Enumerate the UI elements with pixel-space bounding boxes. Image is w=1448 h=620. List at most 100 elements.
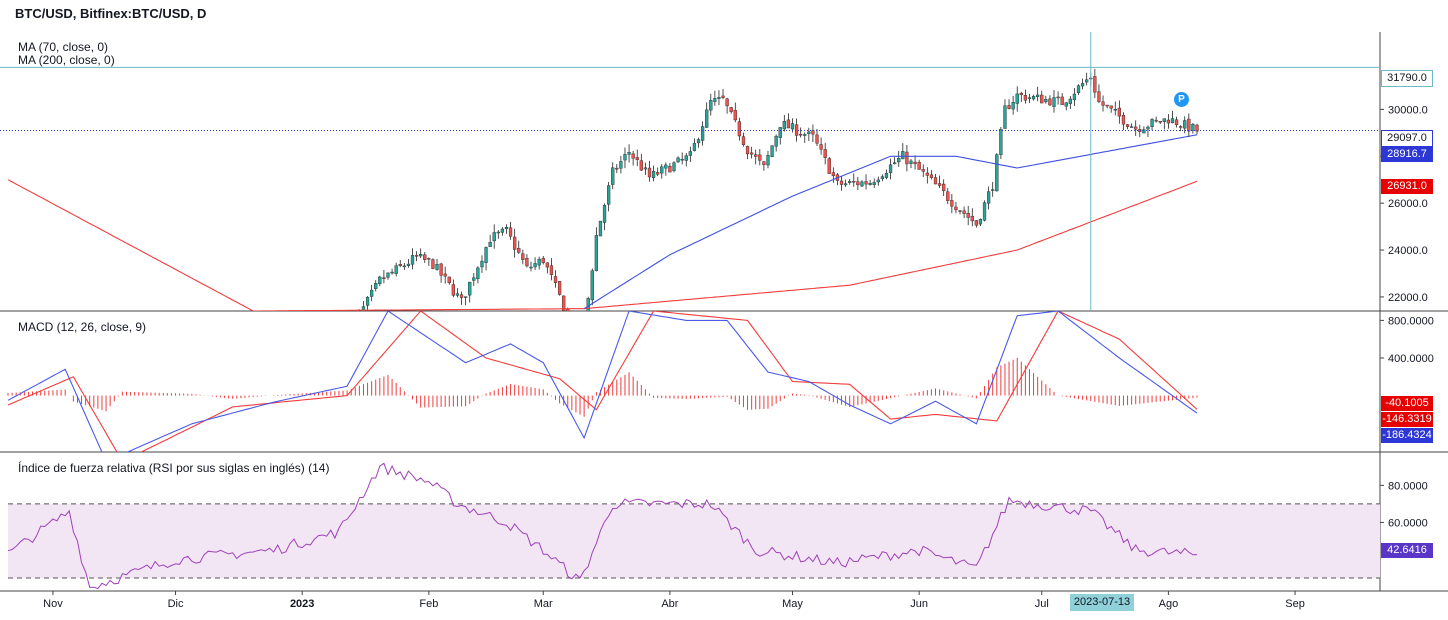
candle-body[interactable] bbox=[786, 119, 791, 129]
candle-body[interactable] bbox=[1179, 126, 1183, 128]
candle-body[interactable] bbox=[553, 276, 558, 283]
candle-body[interactable] bbox=[725, 98, 729, 107]
candle-body[interactable] bbox=[860, 181, 864, 187]
candle-body[interactable] bbox=[942, 183, 946, 192]
candle-body[interactable] bbox=[1109, 105, 1113, 109]
candle-body[interactable] bbox=[839, 180, 844, 185]
candle-body[interactable] bbox=[611, 167, 615, 185]
candle-body[interactable] bbox=[999, 129, 1003, 155]
candle-body[interactable] bbox=[1019, 92, 1023, 95]
candle-body[interactable] bbox=[598, 220, 603, 237]
candle-body[interactable] bbox=[1031, 95, 1036, 100]
candle-body[interactable] bbox=[745, 146, 750, 155]
candle-body[interactable] bbox=[819, 144, 823, 150]
candle-body[interactable] bbox=[354, 320, 357, 345]
candle-body[interactable] bbox=[913, 161, 917, 165]
candle-body[interactable] bbox=[766, 155, 770, 166]
candle-body[interactable] bbox=[1011, 102, 1015, 110]
candle-body[interactable] bbox=[398, 264, 402, 266]
candle-body[interactable] bbox=[880, 176, 885, 179]
candle-body[interactable] bbox=[1134, 126, 1138, 130]
candle-body[interactable] bbox=[1048, 98, 1052, 106]
marker-badge[interactable]: P bbox=[1174, 92, 1189, 107]
candle-body[interactable] bbox=[1187, 118, 1191, 132]
candle-body[interactable] bbox=[893, 162, 897, 164]
candle-body[interactable] bbox=[1027, 97, 1032, 99]
ma200-legend[interactable]: MA (200, close, 0) bbox=[18, 53, 115, 67]
candle-body[interactable] bbox=[799, 133, 803, 136]
candle-body[interactable] bbox=[1085, 79, 1089, 83]
candle-body[interactable] bbox=[917, 162, 921, 170]
candle-body[interactable] bbox=[488, 242, 492, 247]
candle-body[interactable] bbox=[1080, 83, 1085, 87]
candle-body[interactable] bbox=[1191, 124, 1195, 131]
candle-body[interactable] bbox=[737, 121, 742, 137]
candle-body[interactable] bbox=[1174, 119, 1179, 126]
candle-body[interactable] bbox=[1113, 109, 1117, 111]
candle-body[interactable] bbox=[382, 277, 386, 279]
candle-body[interactable] bbox=[427, 258, 431, 260]
candle-body[interactable] bbox=[1076, 85, 1081, 93]
candle-body[interactable] bbox=[705, 109, 709, 128]
candle-body[interactable] bbox=[966, 213, 970, 218]
candle-body[interactable] bbox=[1015, 93, 1019, 104]
candle-body[interactable] bbox=[827, 158, 831, 174]
candle-body[interactable] bbox=[962, 210, 966, 214]
candle-body[interactable] bbox=[1040, 94, 1044, 104]
candle-body[interactable] bbox=[541, 258, 545, 263]
candle-body[interactable] bbox=[848, 181, 852, 183]
ma200-line[interactable] bbox=[7, 179, 1198, 311]
candle-body[interactable] bbox=[346, 370, 349, 377]
candle-body[interactable] bbox=[627, 152, 631, 155]
candle-body[interactable] bbox=[1146, 126, 1150, 130]
candle-body[interactable] bbox=[566, 308, 570, 314]
candle-body[interactable] bbox=[468, 281, 472, 296]
rsi-legend[interactable]: Índice de fuerza relativa (RSI por sus s… bbox=[18, 461, 330, 475]
candle-body[interactable] bbox=[1166, 119, 1171, 124]
rsi-line[interactable] bbox=[7, 462, 1198, 590]
candle-body[interactable] bbox=[790, 123, 795, 130]
candle-body[interactable] bbox=[954, 206, 958, 211]
candle-body[interactable] bbox=[619, 161, 623, 169]
candle-body[interactable] bbox=[496, 231, 500, 234]
candle-body[interactable] bbox=[1068, 98, 1072, 104]
candle-body[interactable] bbox=[549, 265, 554, 275]
candle-body[interactable] bbox=[472, 277, 476, 281]
candle-body[interactable] bbox=[410, 255, 415, 265]
candle-body[interactable] bbox=[1138, 129, 1142, 132]
candle-body[interactable] bbox=[439, 263, 443, 276]
candle-body[interactable] bbox=[774, 135, 778, 147]
candle-body[interactable] bbox=[684, 155, 688, 161]
candle-body[interactable] bbox=[970, 216, 974, 222]
candle-body[interactable] bbox=[1183, 120, 1187, 129]
candle-body[interactable] bbox=[390, 271, 394, 274]
candle-body[interactable] bbox=[508, 227, 513, 237]
candle-body[interactable] bbox=[770, 145, 774, 157]
candle-body[interactable] bbox=[435, 264, 439, 270]
candle-body[interactable] bbox=[1154, 119, 1158, 122]
candle-body[interactable] bbox=[884, 172, 889, 178]
candle-body[interactable] bbox=[664, 164, 668, 169]
candle-body[interactable] bbox=[583, 327, 586, 332]
candle-body[interactable] bbox=[852, 180, 856, 183]
candle-body[interactable] bbox=[513, 236, 517, 250]
candle-body[interactable] bbox=[647, 167, 652, 178]
candle-body[interactable] bbox=[358, 312, 361, 321]
candle-body[interactable] bbox=[794, 124, 799, 136]
candle-body[interactable] bbox=[492, 232, 496, 242]
candle-body[interactable] bbox=[933, 177, 938, 185]
candle-body[interactable] bbox=[480, 260, 484, 268]
candle-body[interactable] bbox=[1003, 105, 1007, 129]
candle-body[interactable] bbox=[925, 172, 929, 176]
candle-body[interactable] bbox=[668, 166, 672, 173]
candle-body[interactable] bbox=[1023, 95, 1028, 101]
candle-body[interactable] bbox=[1072, 93, 1077, 101]
candle-body[interactable] bbox=[594, 235, 599, 271]
candle-body[interactable] bbox=[365, 296, 370, 306]
candle-body[interactable] bbox=[1170, 118, 1175, 124]
candle-body[interactable] bbox=[762, 161, 766, 165]
candle-body[interactable] bbox=[423, 254, 427, 260]
candle-body[interactable] bbox=[672, 162, 676, 171]
candle-body[interactable] bbox=[1142, 129, 1146, 134]
